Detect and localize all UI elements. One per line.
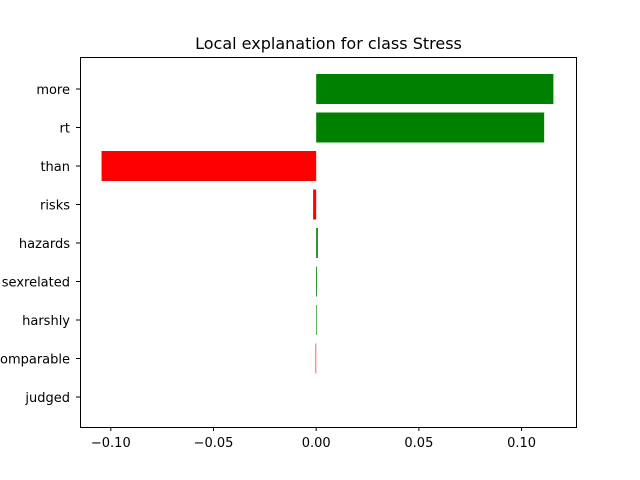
bar-sexrelated <box>316 266 318 297</box>
bars-layer <box>101 74 554 374</box>
y-tick-label: harshly <box>22 314 70 329</box>
bar-comparable <box>315 343 317 374</box>
y-tick-label: rt <box>60 122 70 137</box>
y-tick-label: judged <box>24 391 70 406</box>
bar-than <box>101 151 317 181</box>
y-tick-label: sexrelated <box>2 276 70 291</box>
x-tick-label: 0.05 <box>404 436 433 451</box>
ticks-layer: more rt than risks hazards sexrelated harshly c… <box>0 83 536 451</box>
bar-harshly <box>316 305 317 335</box>
bar-risks <box>313 189 317 220</box>
x-tick-label: −0.05 <box>194 436 234 451</box>
bar-more <box>316 74 554 104</box>
x-tick-label: −0.10 <box>91 436 131 451</box>
axes-frame <box>80 57 577 428</box>
y-tick-label: hazards <box>19 237 70 252</box>
y-tick-label: than <box>40 160 70 175</box>
bar-rt <box>316 112 545 143</box>
y-tick-label: more <box>36 83 70 98</box>
x-tick-label: 0.00 <box>302 436 331 451</box>
x-tick-label: 0.10 <box>507 436 536 451</box>
bar-hazards <box>316 228 318 258</box>
y-tick-label: comparable <box>0 353 70 368</box>
chart-title: Local explanation for class Stress <box>195 34 462 53</box>
y-tick-label: risks <box>40 199 70 214</box>
